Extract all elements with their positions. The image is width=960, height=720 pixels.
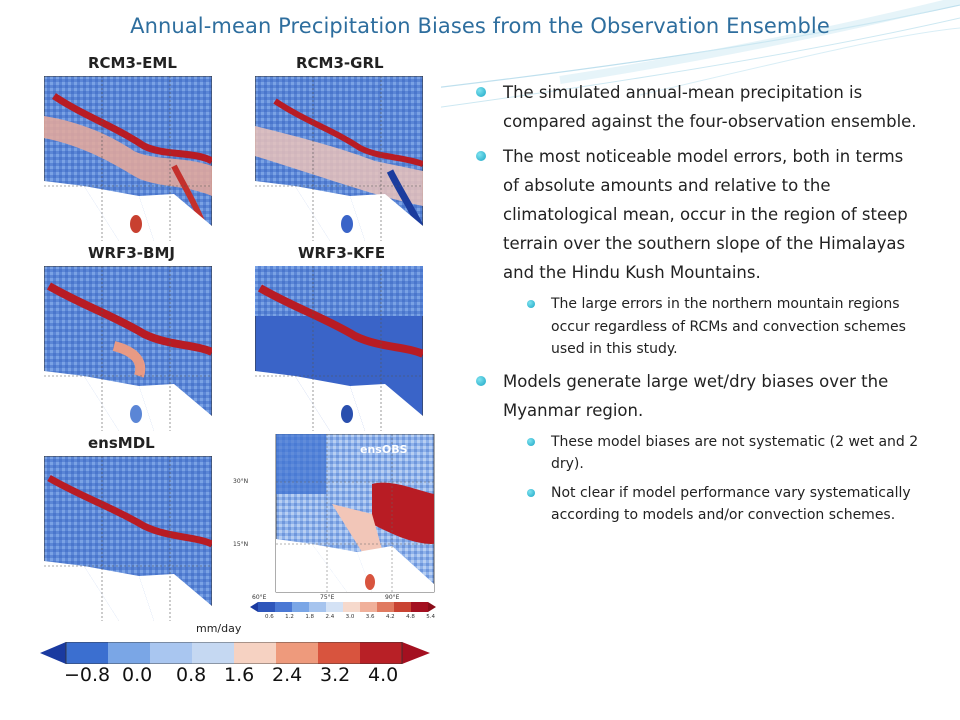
sub-bullet-item: These model biases are not systematic (2… [474, 431, 922, 476]
bias-map-wrf3-kfe [255, 266, 423, 431]
bias-figure: RCM3-EML RCM3-GRL WRF3-BMJ [30, 44, 441, 692]
slide-title: Annual-mean Precipitation Biases from th… [130, 14, 830, 38]
lon-label: 75°E [320, 594, 335, 601]
obs-colorbar-ticks: 0.6 1.2 1.8 2.4 3.0 3.6 4.2 4.8 5.4 [265, 614, 435, 620]
bullet-list: The simulated annual-mean precipitation … [474, 78, 922, 533]
colorbar-tick: 2.4 [272, 664, 303, 686]
colorbar-tick: −0.8 [64, 664, 111, 686]
bias-map-wrf3-bmj [44, 266, 212, 431]
bias-map-ensmdl [44, 456, 212, 621]
sub-bullet-item: The large errors in the northern mountai… [474, 293, 922, 361]
colorbar-tick: 0.8 [176, 664, 207, 686]
units-label: mm/day [196, 622, 242, 635]
bullet-item: The most noticeable model errors, both i… [474, 142, 922, 287]
bias-colorbar [40, 642, 430, 664]
obs-ensemble-map [252, 434, 436, 599]
panel-title: WRF3-BMJ [88, 244, 175, 262]
lat-label: 15°N [233, 541, 249, 548]
bullet-item: The simulated annual-mean precipitation … [474, 78, 922, 136]
lon-label: 60°E [252, 594, 267, 601]
sub-bullet-item: Not clear if model performance vary syst… [474, 482, 922, 527]
bias-map-rcm3-grl [255, 76, 423, 241]
lat-label: 30°N [233, 478, 249, 485]
obs-colorbar [250, 602, 436, 612]
bias-map-rcm3-eml [44, 76, 212, 241]
panel-title: RCM3-GRL [296, 54, 384, 72]
colorbar-tick: 1.6 [224, 664, 255, 686]
colorbar-tick: 4.0 [368, 664, 399, 686]
lon-label: 90°E [385, 594, 400, 601]
bullet-item: Models generate large wet/dry biases ove… [474, 367, 922, 425]
panel-title: RCM3-EML [88, 54, 177, 72]
panel-title: WRF3-KFE [298, 244, 386, 262]
obs-ensemble-label: ensOBS [360, 443, 408, 456]
colorbar-tick: 0.0 [122, 664, 153, 686]
panel-title: ensMDL [88, 434, 155, 452]
colorbar-tick: 3.2 [320, 664, 351, 686]
